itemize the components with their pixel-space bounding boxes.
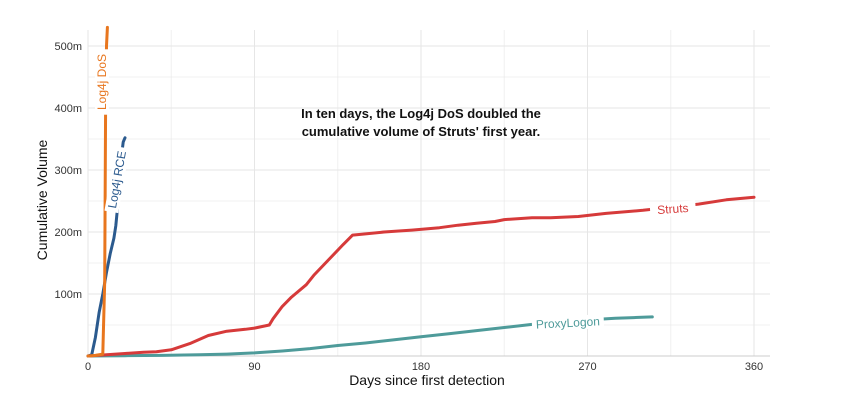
series-label-struts: Struts (649, 200, 697, 218)
y-axis-title: Cumulative Volume (34, 139, 50, 260)
grid (87, 30, 770, 356)
x-tick-label: 180 (412, 361, 430, 373)
annotation-line: In ten days, the Log4j DoS doubled the (301, 106, 541, 121)
x-tick-label: 360 (745, 361, 763, 373)
series-label-log4j-dos: Log4j DoS (95, 49, 109, 115)
series-label-log4j-rce: Log4j RCE (104, 146, 130, 214)
y-tick-label: 300m (54, 165, 82, 177)
series-label-text: Struts (657, 201, 689, 217)
y-tick-label: 500m (54, 41, 82, 53)
series-label-background (95, 49, 109, 115)
series-label-text: ProxyLogon (536, 314, 601, 331)
y-tick-label: 200m (54, 227, 82, 239)
x-tick-label: 0 (85, 361, 91, 373)
y-tick-label: 400m (54, 103, 82, 115)
series-labels: Log4j DoS Log4j RCE Struts ProxyLogon (95, 49, 697, 332)
series-line-struts (86, 195, 756, 358)
y-tick-label: 100m (54, 289, 82, 301)
axes: 0 90 180 270 360 100m 200m 300m 400m 500m (54, 41, 770, 373)
series-line-log4j-dos (86, 25, 109, 358)
annotation: In ten days, the Log4j DoS doubled the cu… (301, 106, 541, 139)
annotation-line: cumulative volume of Struts' first year. (302, 124, 541, 139)
x-tick-label: 270 (578, 361, 596, 373)
x-axis-title: Days since first detection (349, 372, 505, 388)
series-label-proxylogon: ProxyLogon (531, 314, 605, 332)
series-label-background (104, 146, 130, 214)
series-label-background (649, 200, 697, 218)
x-tick-label: 90 (248, 361, 260, 373)
series-label-background (531, 314, 605, 332)
series-label-text: Log4j DoS (95, 54, 109, 110)
